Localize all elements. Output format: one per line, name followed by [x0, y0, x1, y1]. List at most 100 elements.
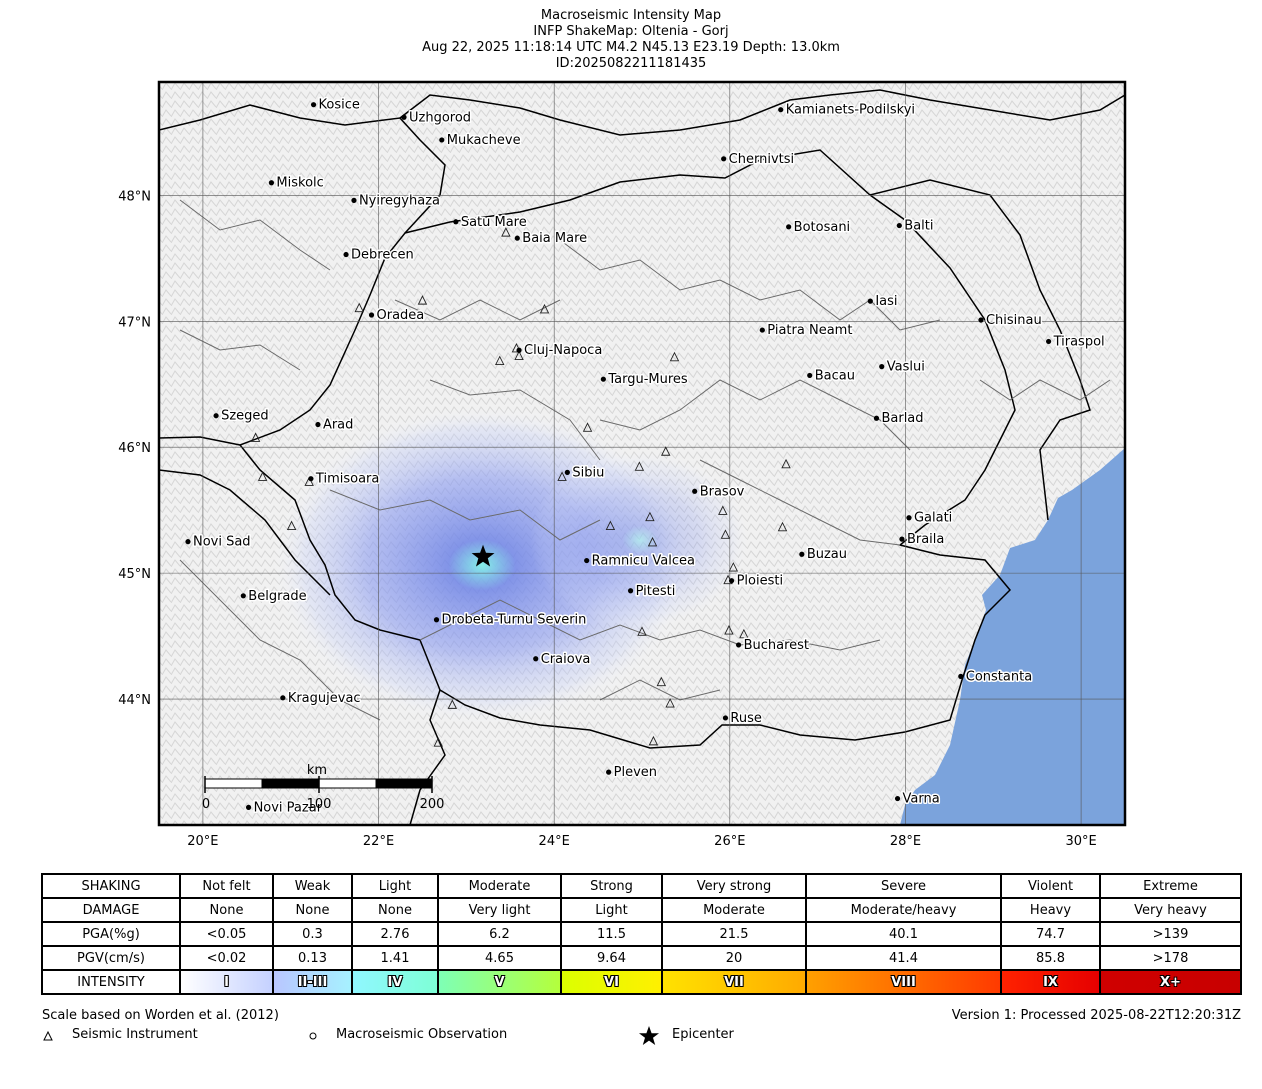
city-label: Baia Mare [522, 231, 587, 246]
triangle-icon [43, 1030, 53, 1041]
seismic-station-marker [656, 676, 667, 687]
legend-cell-damage: Moderate/heavy [805, 897, 1002, 923]
city-label: Barlad [881, 411, 923, 426]
legend-cell-damage: None [179, 897, 274, 923]
legend-cell-shaking: Weak [272, 873, 353, 899]
county-lines-east [599, 379, 911, 546]
seismic-station-marker [728, 562, 739, 572]
city-label: Piatra Neamt [767, 323, 852, 338]
city-label: Kosice [319, 98, 360, 113]
city-marker [401, 114, 407, 120]
seismic-station-marker [582, 422, 593, 432]
title-line-1: Macroseismic Intensity Map [540, 8, 722, 23]
city-marker [879, 364, 885, 370]
lat-tick-label: 45°N [118, 567, 151, 582]
legend-cell-damage: Very light [437, 897, 562, 923]
intensity-swatch: VII [661, 969, 807, 995]
legend-cell-shaking: Not felt [179, 873, 274, 899]
city-marker [315, 421, 321, 428]
city-marker [906, 515, 912, 521]
scale-seg-3 [318, 778, 377, 789]
city-marker [280, 695, 286, 701]
legend-macroseismic-observation: Macroseismic Observation [336, 1027, 508, 1042]
intensity-swatch: IX [1000, 969, 1101, 995]
seismic-station-marker [286, 520, 297, 530]
city-label: Ruse [730, 711, 761, 726]
legend-cell-shaking: Moderate [437, 873, 562, 899]
legend-cell-damage: Light [560, 897, 663, 923]
city-marker [958, 673, 964, 680]
city-marker [240, 593, 246, 599]
city-marker [692, 488, 698, 494]
city-marker [873, 415, 880, 421]
scale-seg-4 [375, 778, 433, 789]
intensity-shading-east [530, 450, 750, 630]
seismic-station-marker [433, 737, 443, 747]
city-marker [627, 588, 634, 594]
intensity-swatch: VI [560, 969, 663, 995]
city-label: Debrecen [351, 248, 414, 263]
border-hungary-slovakia [159, 104, 446, 234]
lon-tick-label: 26°E [714, 834, 745, 849]
city-marker [721, 156, 727, 162]
lat-tick-label: 48°N [118, 189, 151, 204]
city-label: Drobeta-Turnu Severin [442, 613, 587, 628]
seismic-station-marker [557, 471, 567, 481]
lat-tick-label: 46°N [118, 441, 151, 456]
legend-cell-damage: Moderate [661, 897, 807, 923]
city-marker [778, 107, 784, 113]
legend-cell-shaking: Violent [1000, 873, 1101, 899]
seismic-station-marker [645, 511, 655, 522]
shaking-row: SHAKING Not felt Weak Light Moderate Strong Ve… [41, 873, 1242, 899]
city-label: Braila [907, 532, 944, 547]
city-label: Sibiu [572, 465, 604, 480]
city-label: Constanta [966, 669, 1032, 684]
graticule [159, 82, 1125, 825]
scale-seg-2 [261, 778, 320, 789]
seismic-station-marker [781, 458, 791, 469]
city-label: Miskolc [276, 176, 323, 191]
pgv-row: PGV(cm/s) <0.02 0.13 1.41 4.65 9.64 20 41.4 85.8… [41, 945, 1242, 971]
city-marker [728, 578, 735, 584]
city-marker [759, 327, 765, 333]
city-marker [245, 804, 252, 810]
city-marker [351, 197, 357, 203]
seismic-station-marker [718, 505, 728, 515]
city-marker [533, 656, 539, 662]
city-marker [799, 551, 805, 557]
damage-row: DAMAGE None None None Very light Light Moderat… [41, 897, 1242, 923]
city-label: Cluj-Napoca [524, 343, 602, 358]
intensity-swatch: V [437, 969, 562, 995]
legend-cell-pga: >139 [1099, 921, 1242, 947]
legend-cell-pga: 6.2 [437, 921, 562, 947]
scale-seg-1 [204, 778, 263, 789]
city-label: Uzhgorod [409, 110, 471, 125]
intensity-swatch: I [179, 969, 274, 995]
legend-cell-damage: Heavy [1000, 897, 1101, 923]
seismic-station-marker [501, 227, 511, 237]
seismic-station-marker [669, 351, 680, 362]
city-marker [584, 557, 590, 564]
map-frame [157, 80, 1127, 827]
city-marker [514, 235, 520, 241]
city-label: Tiraspol [1053, 334, 1105, 349]
scale-bar: km 0 100 200 [202, 763, 445, 812]
intensity-row: INTENSITY I II-III IV V VI VII VIII IX X+ [41, 969, 1242, 995]
seismic-station-marker [354, 302, 364, 313]
city-marker [185, 539, 191, 545]
legend-row-header: INTENSITY [41, 969, 181, 995]
seismic-station-marker [647, 536, 658, 547]
seismic-station-marker [257, 471, 268, 481]
legend-cell-pga: <0.05 [179, 921, 274, 947]
scale-bar-unit: km [307, 763, 327, 778]
lon-tick-label: 30°E [1065, 834, 1096, 849]
epicenter-marker [471, 544, 495, 567]
legend-cell-pgv: >178 [1099, 945, 1242, 971]
lon-tick-label: 24°E [539, 834, 570, 849]
seismic-station-marker [665, 698, 675, 708]
title-line-4: ID:20250822111814​35 [555, 56, 707, 71]
legend-cell-pgv: 4.65 [437, 945, 562, 971]
city-marker [368, 312, 375, 318]
seismic-station-marker [724, 625, 734, 635]
city-label: Bacau [815, 368, 855, 383]
